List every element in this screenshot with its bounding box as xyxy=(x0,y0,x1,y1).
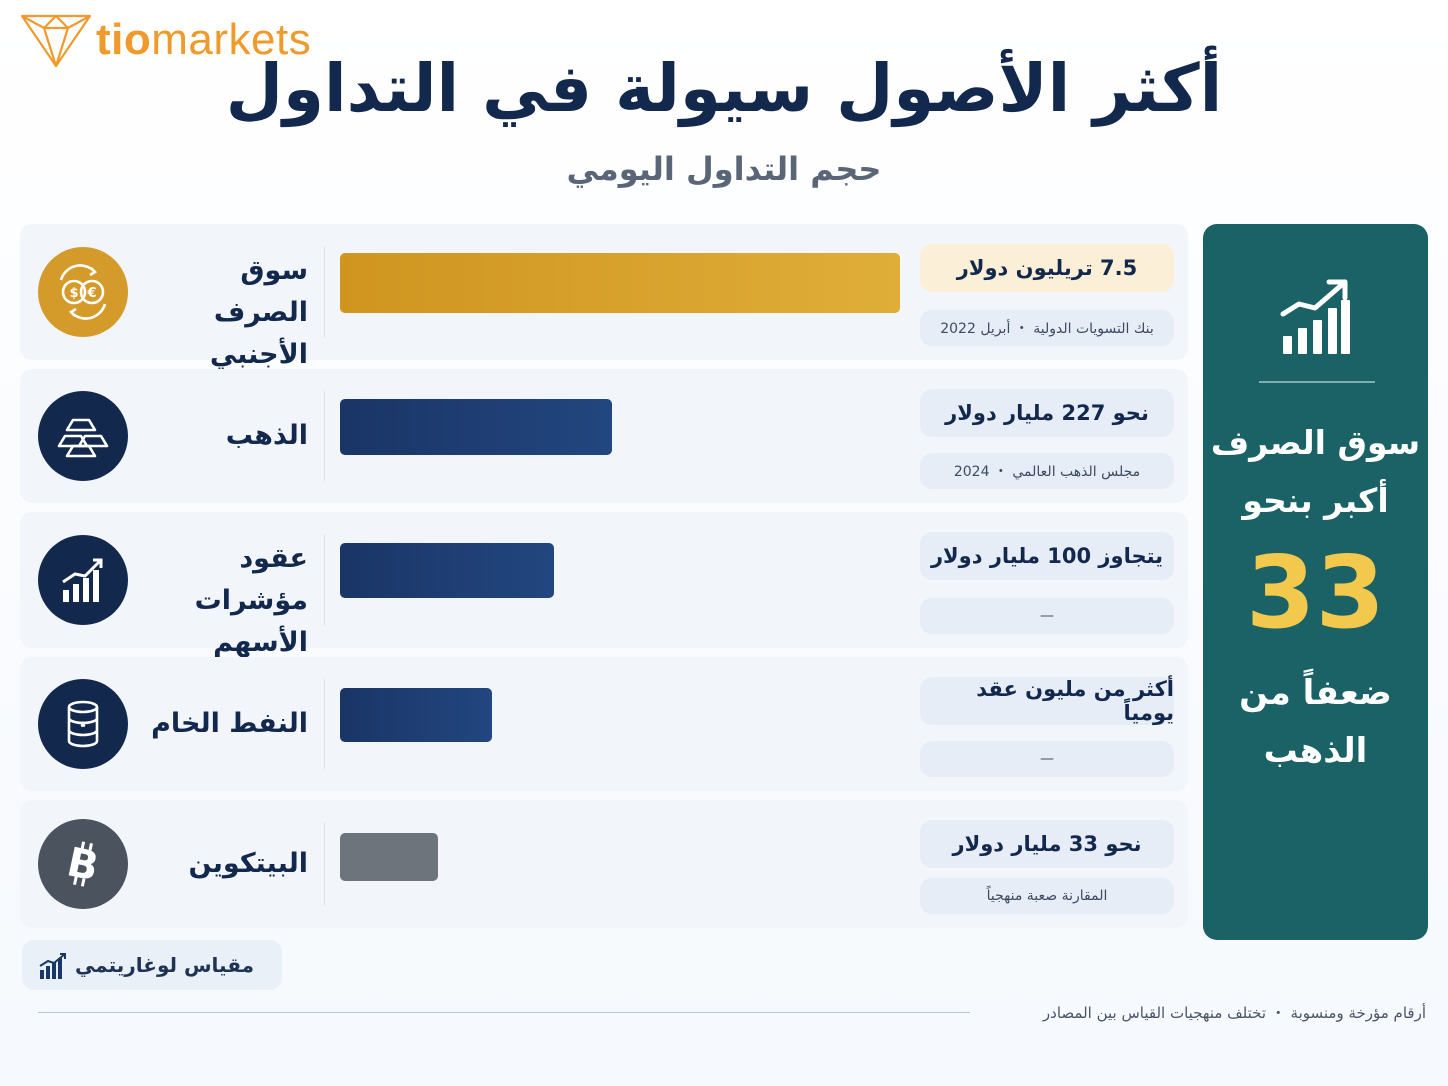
row-label: النفط الخام xyxy=(151,708,308,739)
row-divider xyxy=(324,246,325,338)
value-label: نحو 33 مليار دولار xyxy=(920,820,1174,868)
log-scale-legend: مقياس لوغاريتمي xyxy=(22,940,282,990)
row-divider xyxy=(324,822,325,906)
row-label: سوق الصرف الأجنبي xyxy=(209,255,308,370)
value-label: نحو 227 مليار دولار xyxy=(920,389,1174,437)
bar-chart-icon xyxy=(39,953,66,979)
panel-divider xyxy=(1259,381,1375,383)
chart-row: الذهب نحو 227 مليار دولار مجلس الذهب العال… xyxy=(20,369,1188,503)
data-bar xyxy=(340,543,554,598)
value-label: 7.5 تريليون دولار xyxy=(920,244,1174,292)
source-label: — xyxy=(920,741,1174,777)
growth-chart-icon xyxy=(1280,279,1350,354)
rising-chart-icon xyxy=(38,535,128,625)
source-label: مجلس الذهب العالمي ・ 2024 xyxy=(920,453,1174,489)
page-title: أكثر الأصول سيولة في التداول xyxy=(225,50,1223,127)
chart-row: B البيتكوين نحو 33 مليار دولار المقارنة صعب… xyxy=(20,800,1188,928)
footer-divider xyxy=(38,1012,970,1013)
footnote: أرقام مؤرخة ومنسوبة ・ تختلف منهجيات القي… xyxy=(1042,1004,1426,1022)
comparison-panel: سوق الصرف أكبر بنحو 33 ضعفاً من الذهب xyxy=(1203,224,1428,940)
svg-text:€: € xyxy=(86,286,96,301)
svg-text:$: $ xyxy=(69,286,78,301)
legend-label: مقياس لوغاريتمي xyxy=(74,953,254,977)
data-bar xyxy=(340,833,438,881)
page-subtitle: حجم التداول اليومي xyxy=(566,150,882,188)
row-divider xyxy=(324,391,325,481)
row-label: البيتكوين xyxy=(188,848,308,879)
brand-wordmark: tiomarkets xyxy=(96,15,312,64)
panel-text-top: سوق الصرف أكبر بنحو xyxy=(1210,423,1421,520)
source-label: — xyxy=(920,598,1174,634)
row-divider xyxy=(324,679,325,769)
gold-bars-icon xyxy=(38,391,128,481)
data-bar xyxy=(340,399,612,455)
bitcoin-icon: B xyxy=(38,819,128,909)
value-label: يتجاوز 100 مليار دولار xyxy=(920,532,1174,580)
row-divider xyxy=(324,534,325,626)
chart-row: $ € سوق الصرف الأجنبي 7.5 تريليون دولار بنك ا… xyxy=(20,224,1188,370)
value-label: أكثر من مليون عقد يومياً xyxy=(920,677,1174,725)
oil-barrel-icon xyxy=(38,679,128,769)
data-bar xyxy=(340,688,492,742)
chart-row: النفط الخام أكثر من مليون عقد يومياً — xyxy=(20,657,1188,791)
data-bar xyxy=(340,253,900,313)
panel-text-bottom: ضعفاً من الذهب xyxy=(1239,673,1392,771)
chart-row: عقود مؤشرات الأسهم يتجاوز 100 مليار دولار — xyxy=(20,512,1188,658)
panel-multiplier: 33 xyxy=(1245,534,1386,651)
tio-triangle-logo-icon xyxy=(20,14,92,68)
source-label: بنك التسويات الدولية ・ أبريل 2022 xyxy=(920,310,1174,346)
row-label: الذهب xyxy=(225,420,308,451)
source-label: المقارنة صعبة منهجياً xyxy=(920,878,1174,914)
brand-logo: tiomarkets xyxy=(20,8,311,72)
currency-exchange-icon: $ € xyxy=(38,247,128,337)
row-label: عقود مؤشرات الأسهم xyxy=(194,543,308,658)
